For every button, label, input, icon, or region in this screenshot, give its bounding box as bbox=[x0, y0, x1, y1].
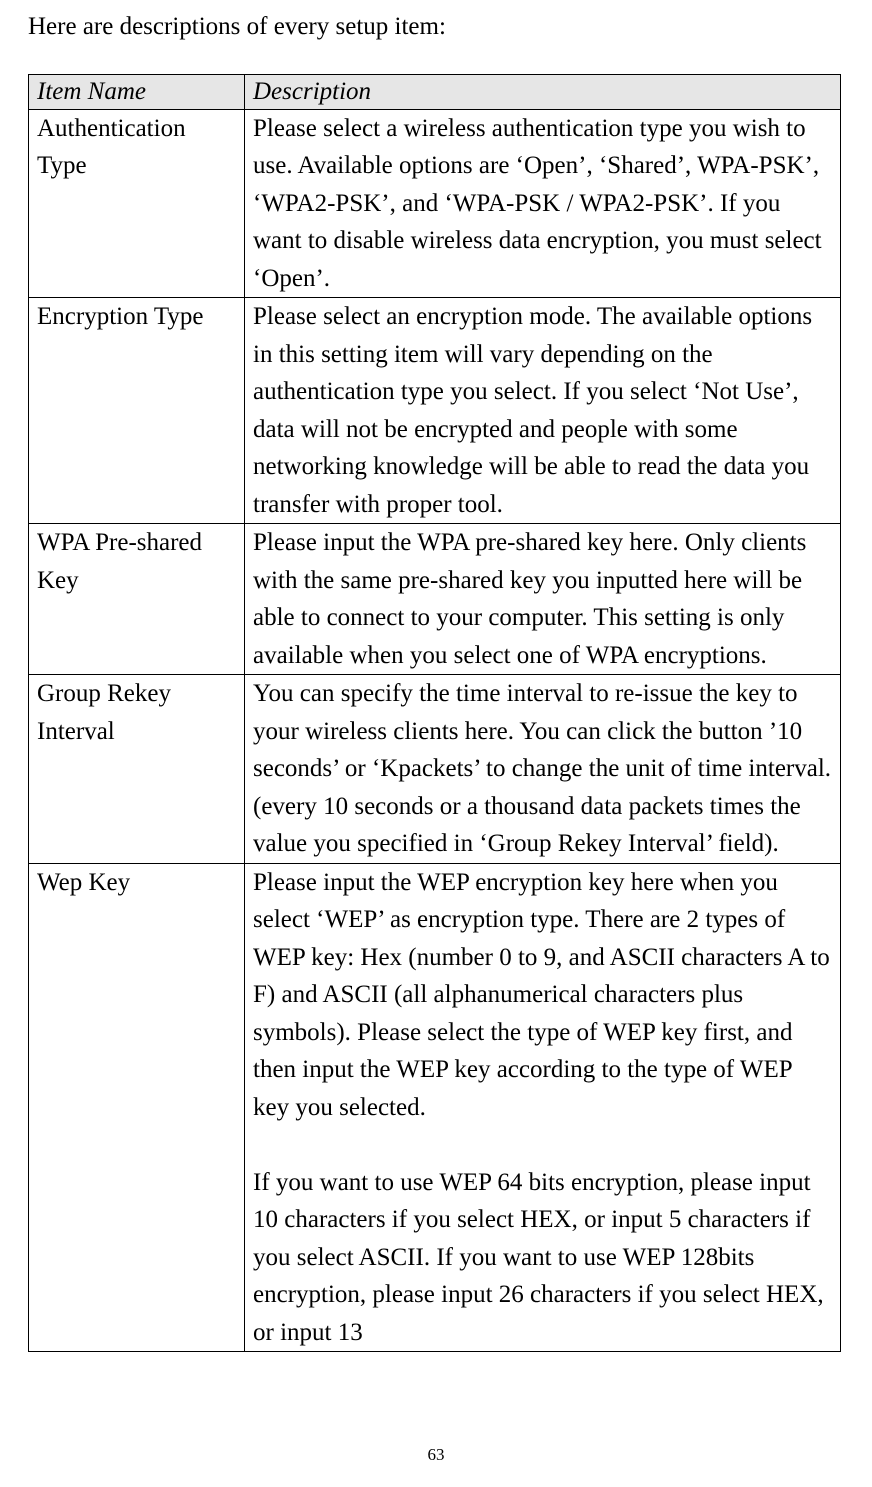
page: Here are descriptions of every setup ite… bbox=[0, 0, 872, 1487]
setup-items-table: Item Name Description Authentication Typ… bbox=[28, 74, 841, 1353]
item-name-cell: Encryption Type bbox=[29, 298, 245, 524]
item-name-cell: WPA Pre-shared Key bbox=[29, 524, 245, 675]
item-name-cell: Authentication Type bbox=[29, 109, 245, 298]
item-name-cell: Group Rekey Interval bbox=[29, 675, 245, 864]
item-name-cell: Wep Key bbox=[29, 863, 245, 1352]
header-item-name: Item Name bbox=[29, 74, 245, 109]
table-row: Group Rekey Interval You can specify the… bbox=[29, 675, 841, 864]
header-description: Description bbox=[245, 74, 841, 109]
item-desc-cell: Please select a wireless authentication … bbox=[245, 109, 841, 298]
table-header-row: Item Name Description bbox=[29, 74, 841, 109]
table-row: Encryption Type Please select an encrypt… bbox=[29, 298, 841, 524]
table-row: Authentication Type Please select a wire… bbox=[29, 109, 841, 298]
item-desc-cell: Please input the WEP encryption key here… bbox=[245, 863, 841, 1352]
page-number: 63 bbox=[0, 1445, 872, 1465]
table-row: Wep Key Please input the WEP encryption … bbox=[29, 863, 841, 1352]
intro-text: Here are descriptions of every setup ite… bbox=[28, 8, 844, 46]
item-desc-cell: Please input the WPA pre-shared key here… bbox=[245, 524, 841, 675]
item-desc-cell: Please select an encryption mode. The av… bbox=[245, 298, 841, 524]
item-desc-cell: You can specify the time interval to re-… bbox=[245, 675, 841, 864]
table-row: WPA Pre-shared Key Please input the WPA … bbox=[29, 524, 841, 675]
